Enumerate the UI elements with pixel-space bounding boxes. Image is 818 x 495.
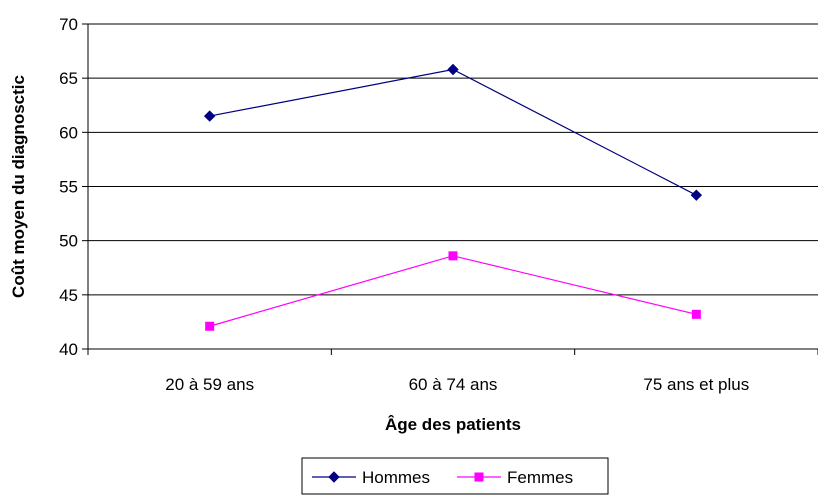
data-point [691,309,701,319]
y-tick-label: 70 [59,15,78,34]
legend-box [301,457,609,495]
x-tick-label: 60 à 74 ans [409,375,498,394]
data-point [448,251,458,261]
y-axis-title: Coût moyen du diagnosctic [9,75,28,298]
x-tick-label: 20 à 59 ans [165,375,254,394]
y-tick-label: 55 [59,178,78,197]
legend-label: Femmes [507,468,573,487]
data-point [328,471,340,483]
gridlines [88,23,818,350]
data-point [690,189,703,201]
data-point [203,110,216,122]
y-tick-label: 65 [59,69,78,88]
y-tick-label: 40 [59,340,78,359]
y-tick-label: 45 [59,286,78,305]
x-axis-title: Âge des patients [385,415,521,434]
series-line [209,255,697,327]
data-point [205,321,215,331]
axes: 40 45 50 55 60 65 70 20 à 59 ans 60 à 74 ans 75 a… [59,15,818,394]
y-tick-label: 50 [59,232,78,251]
legend: Hommes Femmes [301,457,609,495]
data-point [474,472,484,482]
series [203,63,703,331]
y-tick-label: 60 [59,123,78,142]
legend-label: Hommes [362,468,430,487]
data-point [447,63,459,76]
series-femmes [205,251,701,331]
series-hommes [203,63,703,201]
x-tick-label: 75 ans et plus [643,375,749,394]
